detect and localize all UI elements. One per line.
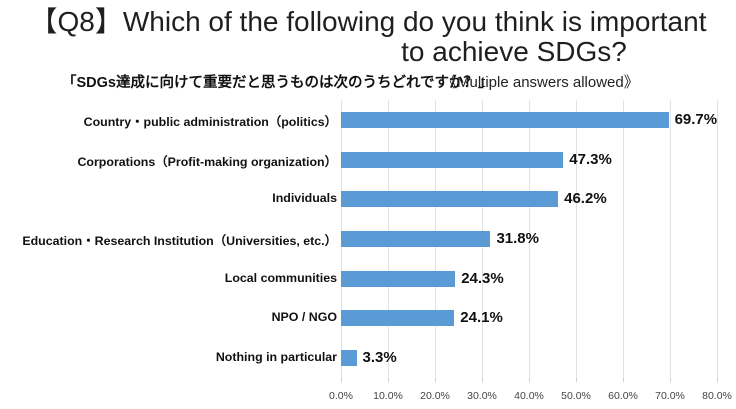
bar [341,270,456,287]
x-axis-tick-label: 60.0% [608,390,638,402]
axis-tick [529,378,530,382]
category-label: Education・Research Institution（Universit… [22,234,337,248]
gridline [670,100,671,378]
value-label: 31.8% [496,230,539,247]
bar [341,350,357,367]
bar [341,111,669,128]
category-label: NPO / NGO [271,310,337,325]
x-axis-tick-label: 20.0% [420,390,450,402]
bar [341,231,491,247]
axis-tick [482,378,483,382]
x-axis-tick-label: 80.0% [702,390,732,402]
value-label: 47.3% [569,150,612,168]
axis-tick [341,378,342,382]
axis-tick [670,378,671,382]
axis-tick [435,378,436,382]
x-axis-tick-label: 40.0% [514,390,544,402]
chart-title-line1: 【Q8】Which of the following do you think … [29,6,707,37]
value-label: 69.7% [674,110,718,128]
value-label: 24.3% [461,269,504,287]
axis-tick [388,378,389,382]
value-label: 46.2% [564,190,607,208]
category-label: Country・public administration（politics） [83,114,337,129]
bar [341,151,564,168]
gridline [576,100,577,378]
axis-tick [717,378,718,382]
gridline [717,100,718,378]
chart-title-line2: to achieve SDGs? [401,36,627,67]
axis-tick [576,378,577,382]
bar [341,191,559,208]
x-axis-tick-label: 10.0% [373,390,403,402]
bar [341,310,455,327]
category-label: Nothing in particular [215,350,337,365]
value-label: 3.3% [362,349,397,367]
x-axis-tick-label: 30.0% [467,390,497,402]
category-label: Local communities [224,270,337,285]
x-axis-tick-label: 70.0% [655,390,685,402]
multiple-answers-note: 《Multiple answers allowed》 [442,74,639,91]
axis-tick [623,378,624,382]
gridline [529,100,530,378]
gridline [623,100,624,378]
value-label: 24.1% [460,309,503,327]
category-label: Corporations（Profit-making organization） [77,154,337,169]
x-axis-tick-label: 0.0% [329,390,353,402]
category-label: Individuals [272,191,337,206]
x-axis-tick-label: 50.0% [561,390,591,402]
chart-subtitle-japanese: 「SDGs達成に向けて重要だと思うものは次のうちどれですか？」 [62,75,493,91]
